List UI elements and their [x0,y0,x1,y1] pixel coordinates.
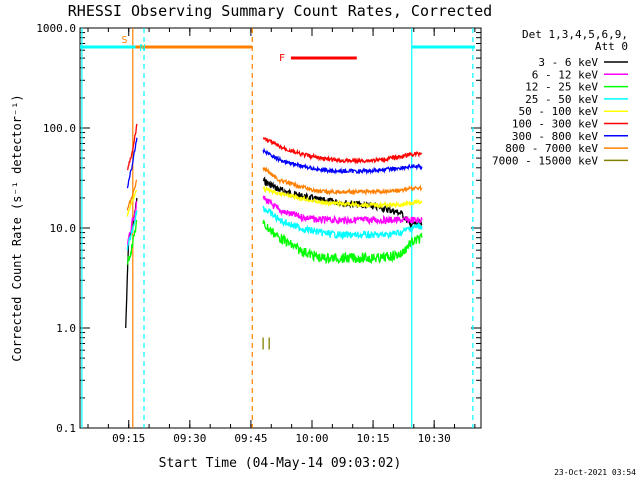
series-line [126,205,423,251]
legend-header-line-2: Att 0 [595,40,628,53]
y-tick-label: 1.0 [56,322,76,335]
x-tick-label: 09:15 [112,432,145,445]
legend-label: 100 - 300 keV [512,118,598,131]
flag-label: N [140,43,146,54]
legend-label: 7000 - 15000 keV [492,154,598,167]
x-tick-label: 10:30 [418,432,451,445]
y-tick-label: 100.0 [43,122,76,135]
x-tick-label: 10:00 [295,432,328,445]
series-line [126,185,423,217]
plot-layer: 0.1 1.0 10.0 100.0 1000.0 09:15 09:30 09:45 10:0… [36,22,628,445]
chart-title: RHESSI Observing Summary Count Rates, Co… [68,2,492,20]
y-axis-label: Corrected Count Rate (s⁻¹ detector⁻¹) [10,94,24,361]
series-line [126,194,423,251]
legend-label: 6 - 12 keV [532,68,599,81]
flag-label: F [279,53,285,64]
legend-label: 50 - 100 keV [519,105,599,118]
x-tick-label: 10:15 [357,432,390,445]
series-line [262,337,270,350]
legend-label: 300 - 800 keV [512,130,598,143]
y-tick-label: 0.1 [56,422,76,435]
footer-timestamp: 23-Oct-2021 03:54 [554,468,636,477]
series-line [126,137,423,189]
legend-label: 3 - 6 keV [538,56,598,69]
legend-header-line-1: Det 1,3,4,5,6,9, [522,28,628,41]
y-tick-label: 10.0 [50,222,77,235]
series-line [126,123,423,171]
y-tick-label: 1000.0 [36,22,76,35]
series-line [126,219,423,266]
x-tick-label: 09:30 [173,432,206,445]
legend-label: 800 - 7000 keV [505,142,598,155]
flag-label: S [121,35,127,46]
legend-label: 12 - 25 keV [525,81,598,94]
series-line [126,166,423,211]
x-tick-label: 09:45 [234,432,267,445]
x-axis-label: Start Time (04-May-14 09:03:02) [159,456,402,471]
legend-label: 25 - 50 keV [525,93,598,106]
